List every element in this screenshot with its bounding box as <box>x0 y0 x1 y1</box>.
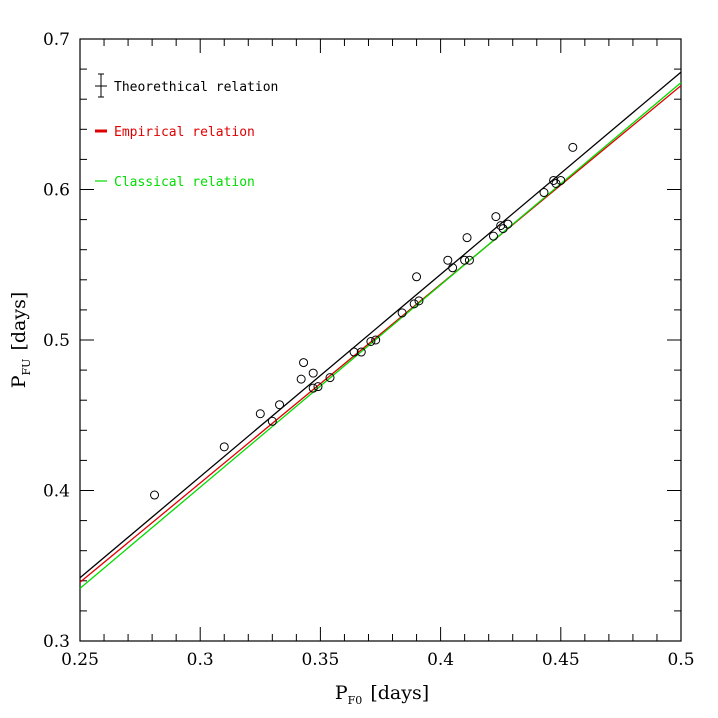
data-point <box>371 335 381 345</box>
data-point <box>503 219 513 229</box>
x-tick-label: 0.35 <box>301 650 339 670</box>
data-point <box>462 233 472 243</box>
data-point <box>556 175 566 185</box>
y-tick-label: 0.5 <box>43 331 70 351</box>
data-point <box>443 255 453 265</box>
legend-label: Theorethical relation <box>114 80 278 95</box>
y-tick-label: 0.4 <box>43 482 70 502</box>
x-tick-label: 0.3 <box>187 650 214 670</box>
y-axis-label-sub: FU <box>20 359 33 376</box>
axis-ticks <box>79 38 682 642</box>
data-point <box>568 142 578 152</box>
y-tick-label: 0.7 <box>43 30 70 50</box>
data-point <box>496 221 506 231</box>
relation-lines <box>79 71 682 589</box>
data-point <box>219 442 229 452</box>
data-point <box>150 490 160 500</box>
data-points <box>150 142 578 500</box>
x-tick-label: 0.4 <box>427 650 454 670</box>
y-axis-label-unit: [days] <box>8 292 30 351</box>
legend: Theorethical relation Empirical relation C… <box>95 73 278 190</box>
legend-label: Classical relation <box>114 175 255 190</box>
data-point <box>366 337 376 347</box>
x-tick-label: 0.45 <box>542 650 580 670</box>
data-point <box>488 231 498 241</box>
tick-labels: 0.25 0.3 0.35 0.4 0.45 0.50.30.40.50.60.7 <box>43 30 695 670</box>
data-point <box>409 299 419 309</box>
data-point <box>313 382 323 392</box>
legend-label: Empirical relation <box>114 125 255 140</box>
x-axis-label-unit: [days] <box>370 682 429 704</box>
x-tick-label: 0.25 <box>61 650 99 670</box>
data-point <box>412 272 422 282</box>
x-axis-label: PF0 [days] <box>335 682 429 707</box>
data-point <box>448 263 458 273</box>
y-tick-label: 0.3 <box>43 632 70 652</box>
data-point <box>349 347 359 357</box>
data-point <box>275 400 285 410</box>
y-tick-label: 0.6 <box>43 181 70 201</box>
data-point <box>267 416 277 426</box>
data-point <box>308 383 318 393</box>
x-tick-label: 0.5 <box>667 650 694 670</box>
data-point <box>299 358 309 368</box>
data-point <box>498 224 508 234</box>
data-point <box>464 255 474 265</box>
data-point <box>551 178 561 188</box>
data-point <box>460 255 470 265</box>
relation-line <box>79 82 682 589</box>
data-point <box>356 347 366 357</box>
x-axis-label-main: P <box>335 682 348 704</box>
data-point <box>397 308 407 318</box>
data-point <box>308 368 318 378</box>
data-point <box>491 212 501 222</box>
relation-line <box>79 71 682 579</box>
data-point <box>296 374 306 384</box>
data-point <box>539 188 549 198</box>
data-point <box>414 296 424 306</box>
x-axis-label-sub: F0 <box>348 694 363 707</box>
data-point <box>325 373 335 383</box>
y-axis-label-main: P <box>8 375 30 388</box>
y-axis-label: PFU [days] <box>8 292 33 389</box>
data-point <box>549 175 559 185</box>
relation-line <box>79 85 682 583</box>
data-point <box>255 409 265 419</box>
